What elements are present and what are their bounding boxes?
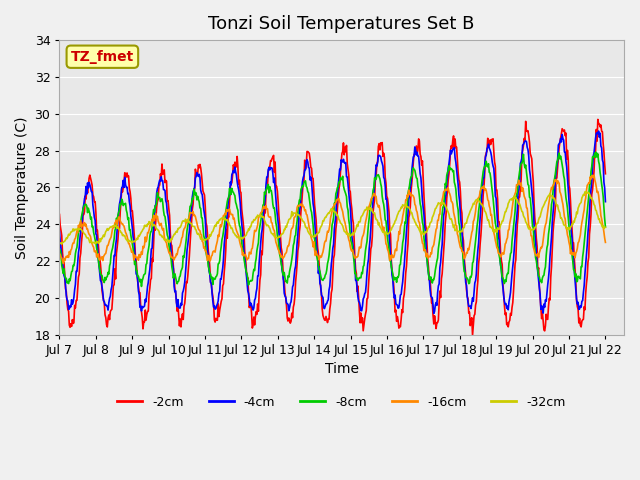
-4cm (602, 199, 609, 204)
-32cm (415, 228, 423, 233)
-2cm (399, 310, 406, 315)
-8cm (207, 271, 214, 277)
-4cm (430, 311, 438, 316)
Line: -16cm: -16cm (60, 175, 605, 264)
-4cm (122, 181, 129, 187)
Line: -8cm: -8cm (60, 152, 605, 287)
-4cm (206, 271, 214, 277)
-4cm (595, 128, 602, 134)
X-axis label: Time: Time (324, 362, 358, 376)
Line: -4cm: -4cm (60, 131, 605, 313)
-16cm (590, 172, 598, 178)
-16cm (602, 240, 609, 245)
-32cm (56, 241, 63, 247)
-8cm (65, 276, 73, 282)
-8cm (122, 201, 129, 206)
Y-axis label: Soil Temperature (C): Soil Temperature (C) (15, 116, 29, 259)
-2cm (56, 212, 63, 217)
-4cm (399, 279, 406, 285)
Title: Tonzi Soil Temperatures Set B: Tonzi Soil Temperatures Set B (209, 15, 475, 33)
-8cm (602, 224, 609, 230)
-4cm (177, 300, 185, 306)
-8cm (593, 149, 600, 155)
-16cm (207, 257, 214, 263)
-16cm (178, 235, 186, 241)
-2cm (415, 136, 422, 142)
-32cm (207, 233, 214, 239)
Text: TZ_fmet: TZ_fmet (71, 50, 134, 64)
-16cm (60, 261, 67, 266)
-2cm (206, 264, 214, 270)
-32cm (602, 225, 609, 230)
-16cm (56, 251, 63, 256)
Line: -32cm: -32cm (60, 192, 605, 244)
-2cm (65, 323, 73, 328)
-8cm (399, 236, 407, 242)
-4cm (56, 228, 63, 234)
-8cm (178, 266, 186, 272)
-4cm (415, 154, 422, 159)
-2cm (602, 171, 609, 177)
-16cm (122, 231, 130, 237)
Line: -2cm: -2cm (60, 120, 605, 336)
-2cm (594, 117, 602, 122)
Legend: -2cm, -4cm, -8cm, -16cm, -32cm: -2cm, -4cm, -8cm, -16cm, -32cm (113, 391, 571, 414)
-16cm (415, 219, 423, 225)
-16cm (67, 252, 74, 257)
-2cm (468, 333, 476, 338)
-32cm (58, 241, 65, 247)
-16cm (399, 210, 407, 216)
-2cm (177, 324, 185, 330)
-32cm (122, 237, 130, 242)
-8cm (415, 193, 423, 199)
-4cm (65, 306, 73, 312)
-32cm (67, 231, 74, 237)
-32cm (399, 203, 407, 209)
-32cm (178, 221, 186, 227)
-2cm (122, 171, 129, 177)
-32cm (581, 189, 589, 195)
-8cm (138, 284, 145, 289)
-8cm (56, 247, 63, 253)
